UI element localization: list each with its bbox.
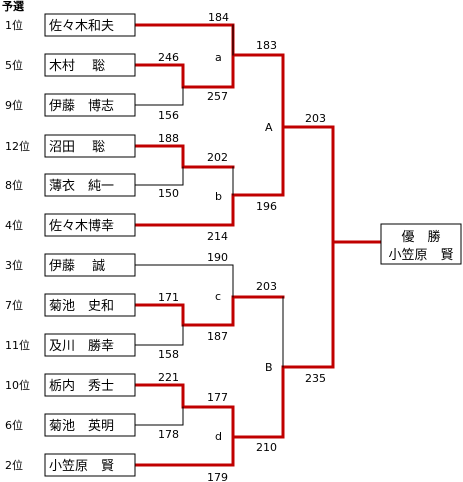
seed-label: 7位 xyxy=(5,298,23,312)
score-label: 210 xyxy=(256,441,277,454)
seed-label: 10位 xyxy=(5,378,30,392)
score-label: 190 xyxy=(207,251,228,264)
player-name: 及川 勝幸 xyxy=(49,339,114,354)
player-name: 薄衣 純一 xyxy=(49,178,114,194)
prelim-scores: 257 202 187 177 xyxy=(207,90,228,404)
score-label: 221 xyxy=(158,371,179,384)
player-name: 菊池 史和 xyxy=(49,299,114,314)
line-r1-slot6 xyxy=(133,125,382,244)
player-name: 小笠原 賢 xyxy=(49,459,114,474)
score-label: 188 xyxy=(158,132,179,145)
semi-label-a: A xyxy=(265,121,273,134)
line-r1-slot3 xyxy=(134,86,184,106)
score-label: 196 xyxy=(256,200,277,213)
seed-label: 12位 xyxy=(5,139,30,153)
player-box: 佐々木博幸 xyxy=(44,213,136,237)
score-label: 203 xyxy=(256,280,277,293)
seed-label: 1位 xyxy=(5,18,23,32)
score-label: 235 xyxy=(305,372,326,385)
seed-label: 4位 xyxy=(5,218,23,232)
score-label: 177 xyxy=(207,391,228,404)
semifinal: A B 203 235 xyxy=(265,112,326,385)
player-name: 菊池 英明 xyxy=(49,419,114,434)
score-label: 202 xyxy=(207,151,228,164)
player-box: 小笠原 賢 xyxy=(44,453,136,477)
first-round-scores: 184 246 156 188 150 214 190 171 158 221 … xyxy=(158,11,229,482)
player-box: 沼田 聡 xyxy=(44,134,136,158)
score-label: 150 xyxy=(158,187,179,200)
group-label-b: b xyxy=(215,190,222,203)
line-r1-slot8 xyxy=(133,295,285,327)
score-label: 257 xyxy=(207,90,228,103)
seed-label: 2位 xyxy=(5,458,23,472)
player-name: 佐々木和夫 xyxy=(49,19,114,34)
bracket-lines xyxy=(133,23,382,467)
seed-label: 11位 xyxy=(5,338,30,352)
player-box: 伊藤 誠 xyxy=(44,253,136,277)
score-label: 156 xyxy=(158,109,179,122)
player-box: 木村 聡 xyxy=(44,53,136,77)
score-label: 183 xyxy=(256,39,277,52)
player-name: 栃内 秀士 xyxy=(49,378,114,394)
score-label: 187 xyxy=(207,330,228,343)
player-box: 伊藤 博志 xyxy=(44,93,136,117)
line-r1-slot9 xyxy=(134,324,184,346)
player-box: 佐々木和夫 xyxy=(44,13,136,37)
line-r1-slot2 xyxy=(133,53,285,89)
player-name: 木村 聡 xyxy=(49,59,105,74)
score-label: 171 xyxy=(158,291,179,304)
seed-label: 6位 xyxy=(5,418,23,432)
line-r1-slot12 xyxy=(133,240,335,467)
player-box: 及川 勝幸 xyxy=(44,333,136,357)
champion-title: 優 勝 xyxy=(401,230,440,245)
line-r1-slot5 xyxy=(134,166,184,186)
score-label: 158 xyxy=(158,348,179,361)
score-label: 179 xyxy=(207,471,228,482)
line-r1-slot11 xyxy=(134,406,184,426)
group-label-a: a xyxy=(215,51,222,64)
champion-box: 優 勝 小笠原 賢 xyxy=(380,223,462,265)
seed-label: 8位 xyxy=(5,178,23,192)
seed-label: 9位 xyxy=(5,98,23,112)
score-label: 214 xyxy=(207,230,228,243)
seed-label: 5位 xyxy=(5,58,23,72)
player-boxes: 佐々木和夫 木村 聡 伊藤 博志 沼田 聡 薄衣 純一 佐々木博幸 伊藤 誠 菊… xyxy=(44,13,136,477)
player-box: 菊池 英明 xyxy=(44,413,136,437)
group-scores: 183 196 203 210 xyxy=(256,39,277,454)
score-label: 184 xyxy=(208,11,229,24)
score-label: 246 xyxy=(158,51,179,64)
semi-label-b: B xyxy=(265,361,273,374)
group-label-d: d xyxy=(215,430,222,443)
score-label: 203 xyxy=(305,112,326,125)
player-box: 菊池 史和 xyxy=(44,293,136,317)
group-label-c: c xyxy=(215,290,221,303)
seed-label: 3位 xyxy=(5,258,23,272)
player-box: 薄衣 純一 xyxy=(44,173,136,197)
line-r1-slot4 xyxy=(133,144,235,169)
player-name: 沼田 聡 xyxy=(49,140,105,155)
loser-path-lines xyxy=(134,24,284,426)
section-title: 予選 xyxy=(2,0,24,13)
seed-column: 1位 5位 9位 12位 8位 4位 3位 7位 11位 10位 6位 2位 xyxy=(5,18,30,472)
winner-path-lines xyxy=(133,23,382,467)
player-name: 伊藤 博志 xyxy=(49,99,114,114)
player-box: 栃内 秀士 xyxy=(44,373,136,397)
player-name: 伊藤 誠 xyxy=(49,259,105,274)
score-label: 178 xyxy=(158,428,179,441)
line-r1-slot7 xyxy=(134,264,234,298)
champion-name: 小笠原 賢 xyxy=(388,248,453,263)
group-labels: a b c d xyxy=(215,51,222,443)
player-name: 佐々木博幸 xyxy=(49,219,114,234)
